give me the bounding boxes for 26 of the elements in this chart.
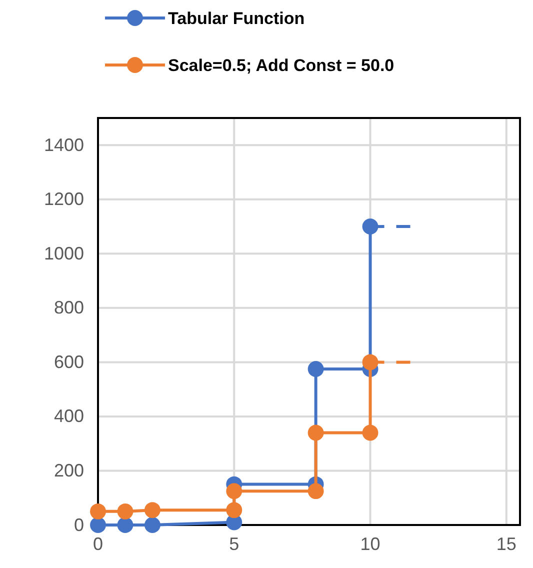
point (362, 424, 378, 441)
x-tick-label: 15 (496, 534, 516, 554)
point (117, 517, 134, 533)
point (308, 361, 324, 377)
point (308, 483, 324, 500)
point (90, 503, 106, 520)
y-tick-label: 1200 (44, 189, 84, 210)
y-tick-label: 800 (54, 298, 84, 318)
y-tick-label: 600 (54, 352, 84, 372)
x-tick-label: 0 (92, 534, 104, 554)
legend-label: Scale=0.5; Add Const = 50.0 (168, 56, 394, 75)
point (226, 483, 242, 500)
point (144, 517, 160, 533)
y-tick-label: 200 (54, 460, 84, 480)
point (226, 502, 242, 518)
y-tick-label: 400 (54, 406, 84, 426)
point (144, 502, 160, 518)
point (90, 517, 106, 533)
y-tick-label: 1400 (44, 134, 84, 155)
x-tick-label: 10 (360, 534, 380, 554)
x-tick-label: 5 (229, 534, 240, 554)
point (308, 424, 324, 441)
legend-label: Tabular Function (168, 8, 305, 28)
y-tick-label: 0 (74, 514, 84, 535)
y-tick-label: 1000 (44, 243, 84, 264)
point (117, 503, 134, 520)
